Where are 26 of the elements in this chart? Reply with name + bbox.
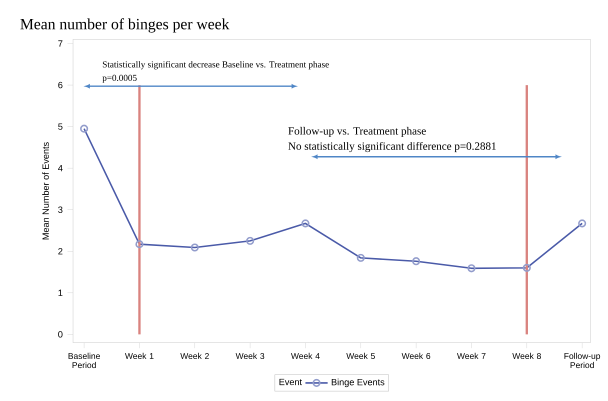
legend-title: Event [280, 378, 302, 386]
x-tick-label: Baseline Period [68, 352, 100, 368]
x-tick-label: Week 8 [512, 352, 541, 359]
annotation: No statistically significant difference p=0.2881 [288, 142, 496, 152]
x-tick-label: Week 6 [402, 352, 430, 359]
y-tick-label: 4 [58, 164, 63, 172]
y-tick-label: 6 [58, 82, 62, 88]
y-tick-label: 1 [58, 290, 62, 296]
x-tick-label: Week 5 [346, 352, 375, 359]
x-tick-label: Week 4 [290, 352, 320, 359]
y-tick-label: 2 [58, 248, 62, 254]
x-tick-label: Follow-up Period [564, 352, 600, 368]
y-tick-label: 3 [58, 206, 62, 213]
x-tick-label: Week 3 [236, 352, 264, 359]
annotation: Statistically significant decrease Baseline vs. Treatment phase [102, 60, 329, 70]
y-axis-title: Mean Number of Events [42, 142, 49, 240]
x-tick-label: Week 1 [124, 352, 154, 359]
x-tick-label: Week 7 [457, 352, 486, 359]
y-tick-label: 5 [58, 123, 62, 130]
legend-label: Binge Events [332, 378, 384, 388]
annotation: p=0.0005 [102, 74, 137, 83]
chart-title: Mean number of binges per week [20, 18, 230, 32]
y-tick-label: 7 [58, 40, 62, 47]
x-tick-label: Week 2 [180, 352, 209, 359]
annotation: Follow-up vs. Treatment phase [288, 126, 426, 137]
y-tick-label: 0 [58, 331, 63, 338]
